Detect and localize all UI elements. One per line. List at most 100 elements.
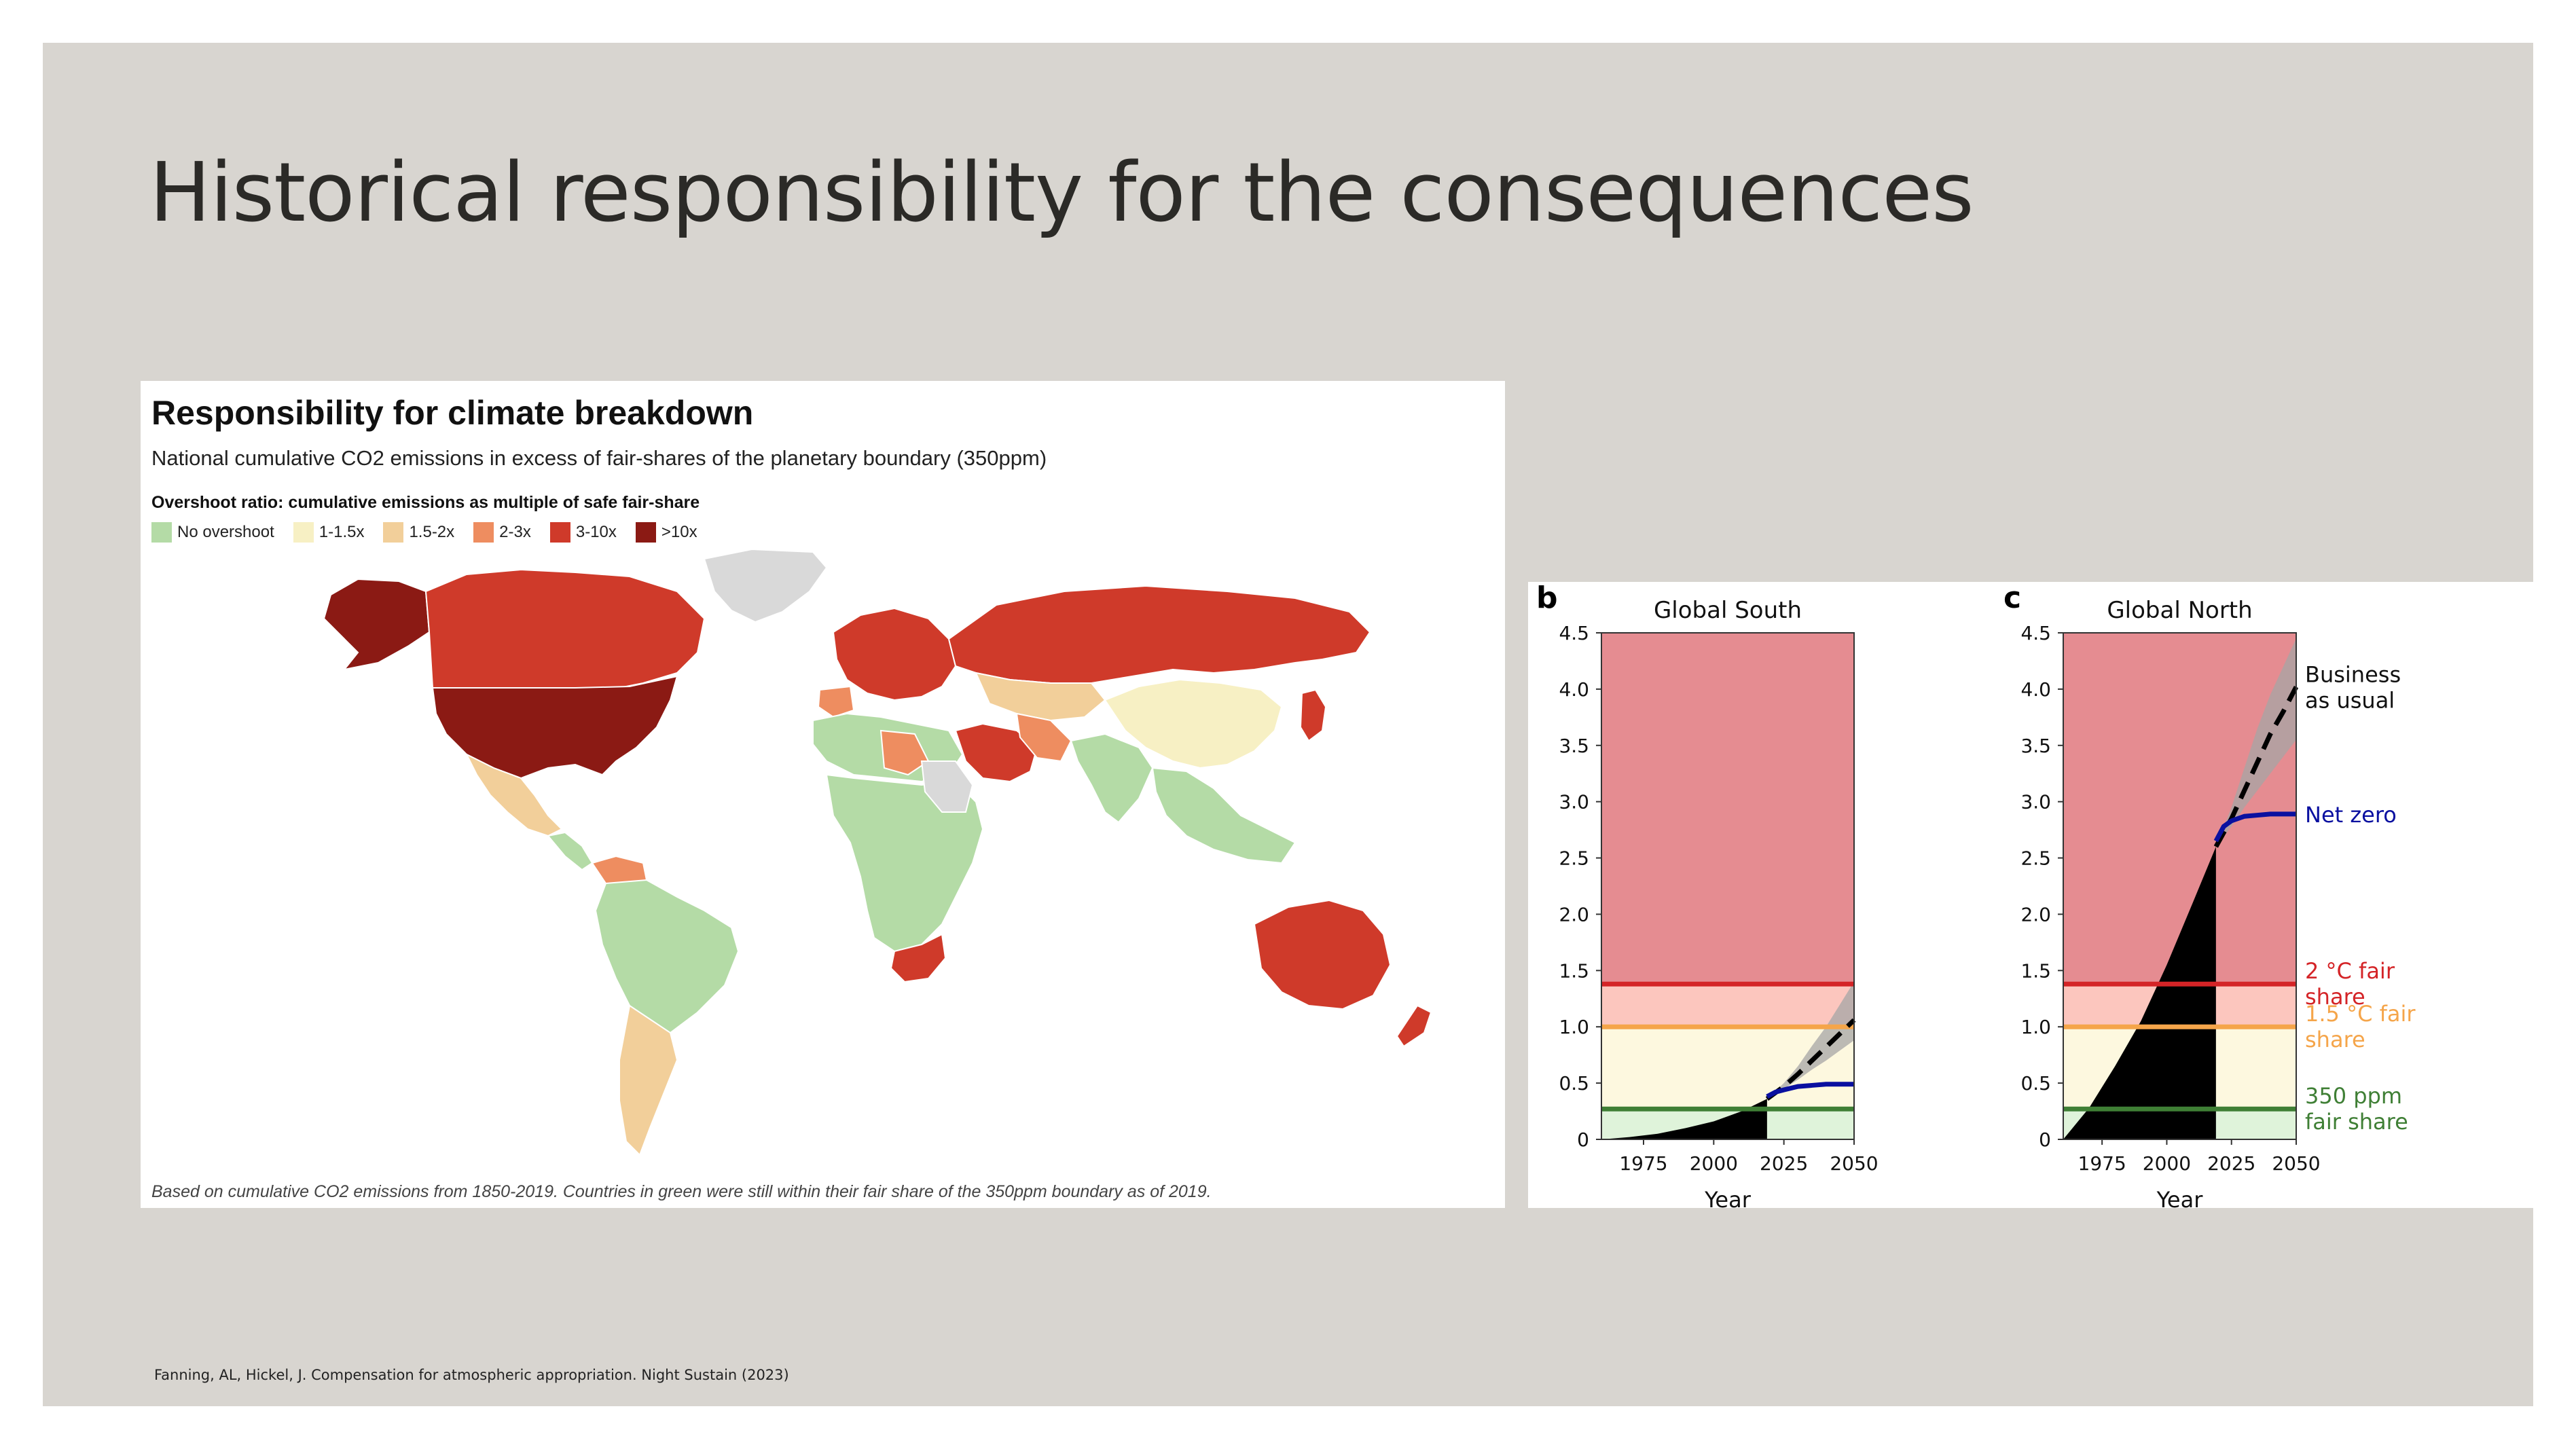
map-figure: Responsibility for climate breakdown Nat…: [141, 381, 1505, 1208]
region-new-zealand: [1396, 1004, 1432, 1048]
y-tick-label: 4.0: [2020, 678, 2051, 701]
region-south-africa: [890, 933, 947, 983]
region-china: [1104, 678, 1283, 769]
legend-label: 1.5-2x: [409, 523, 455, 541]
region-central-america: [547, 831, 594, 871]
panel-letter: c: [2003, 582, 2021, 615]
region-southeast-asia: [1151, 767, 1296, 864]
map-caption: Based on cumulative CO2 emissions from 1…: [151, 1182, 1212, 1201]
x-tick-label: 2000: [2143, 1152, 2191, 1175]
threshold-label: share: [2305, 984, 2365, 1010]
legend-item-over-10x: >10x: [635, 522, 697, 543]
legend-label: 1-1.5x: [319, 523, 365, 541]
bau-uncertainty-band: [2215, 638, 2296, 847]
legend-item-no-overshoot: No overshoot: [151, 522, 274, 543]
y-tick-label: 1.5: [2020, 959, 2051, 982]
x-tick-label: 2050: [2272, 1152, 2320, 1175]
y-tick-label: 1.0: [1559, 1016, 1589, 1038]
region-australia: [1253, 899, 1392, 1010]
net-zero-label: Net zero: [2305, 802, 2397, 828]
business-as-usual-line: [1765, 1018, 1856, 1101]
historical-emissions-area: [1601, 1099, 1767, 1139]
region-middle-east: [954, 722, 1038, 783]
bau-uncertainty-band: [1766, 981, 1854, 1099]
bau-label: as usual: [2305, 688, 2395, 714]
legend-label: 2-3x: [499, 523, 531, 541]
legend-label: No overshoot: [177, 523, 274, 541]
y-tick-label: 3.5: [2020, 735, 2051, 757]
panel-letter: b: [1536, 582, 1558, 615]
region-europe: [832, 607, 957, 701]
legend-label: 3-10x: [575, 523, 617, 541]
region-alaska: [323, 578, 431, 671]
y-tick-label: 4.0: [1559, 678, 1589, 701]
threshold-label: fair share: [2305, 1109, 2408, 1135]
legend-swatch: [293, 522, 314, 543]
threshold-label: 350 ppm: [2305, 1083, 2402, 1109]
x-tick-label: 1975: [2078, 1152, 2126, 1175]
region-southern-cone: [619, 1004, 678, 1156]
x-tick-label: 2025: [1760, 1152, 1808, 1175]
y-tick-label: 2.5: [1559, 847, 1589, 870]
threshold-band: [1601, 633, 1854, 985]
legend-swatch: [383, 522, 404, 543]
y-tick-label: 0: [2039, 1129, 2051, 1151]
legend-item-1.5-2x: 1.5-2x: [383, 522, 454, 543]
emissions-charts: 0 0.5 1.0 1.5 2.0 2.5 3.0 3.5 4.0 4.5 1975 2000 2025…: [1528, 582, 2533, 1208]
x-tick-label: 1975: [1619, 1152, 1667, 1175]
legend-item-1-1.5x: 1-1.5x: [293, 522, 365, 543]
threshold-label: 1.5 °C fair: [2305, 1001, 2416, 1027]
legend-swatch: [635, 522, 656, 543]
region-mexico: [465, 752, 563, 837]
chart-title: Global South: [1654, 597, 1802, 624]
x-tick-label: 2000: [1690, 1152, 1738, 1175]
y-tick-label: 2.5: [2020, 847, 2051, 870]
region-usa: [431, 675, 678, 779]
net-zero-line: [2213, 811, 2296, 843]
region-south-america: [594, 879, 740, 1033]
net-zero-line: [1766, 1082, 1854, 1099]
y-tick-label: 4.5: [2020, 622, 2051, 644]
y-tick-label: 4.5: [1559, 622, 1589, 644]
historical-emissions-area: [2063, 846, 2216, 1139]
legend-item-3-10x: 3-10x: [549, 522, 617, 543]
legend-title: Overshoot ratio: cumulative emissions as…: [151, 493, 700, 512]
y-tick-label: 0.5: [1559, 1072, 1589, 1095]
region-japan: [1299, 689, 1327, 742]
y-tick-label: 0: [1577, 1129, 1589, 1151]
legend-swatch: [549, 522, 570, 543]
x-axis-label: Year: [2156, 1187, 2204, 1208]
region-greenland: [703, 548, 828, 623]
region-iberia: [817, 685, 855, 718]
world-map: [323, 548, 1432, 1156]
plot-frame: [1601, 632, 1855, 1140]
legend-swatch: [151, 522, 172, 543]
region-south-asia: [1070, 733, 1154, 824]
slide: Historical responsibility for the conseq…: [43, 43, 2533, 1406]
emissions-charts-svg: 0 0.5 1.0 1.5 2.0 2.5 3.0 3.5 4.0 4.5 1975 2000 2025…: [1536, 582, 2416, 1208]
y-tick-label: 2.0: [2020, 903, 2051, 925]
y-tick-label: 3.0: [2020, 791, 2051, 813]
map-title: Responsibility for climate breakdown: [151, 394, 754, 432]
region-central-asia: [975, 672, 1106, 722]
region-iran: [1015, 712, 1072, 763]
x-axis-label: Year: [1704, 1187, 1752, 1208]
threshold-band: [1601, 1027, 1854, 1109]
legend-swatch: [473, 522, 494, 543]
x-tick-label: 2025: [2207, 1152, 2255, 1175]
threshold-label: 2 °C fair: [2305, 958, 2395, 984]
y-tick-label: 1.0: [2020, 1016, 2051, 1038]
y-tick-label: 2.0: [1559, 903, 1589, 925]
bau-label: Business: [2305, 662, 2401, 688]
legend-item-2-3x: 2-3x: [473, 522, 531, 543]
y-tick-label: 3.5: [1559, 735, 1589, 757]
y-tick-label: 1.5: [1559, 959, 1589, 982]
y-tick-label: 0.5: [2020, 1072, 2051, 1095]
region-canada: [424, 568, 706, 691]
region-russia: [947, 585, 1371, 684]
chart-title: Global North: [2107, 597, 2252, 624]
map-subtitle: National cumulative CO2 emissions in exc…: [151, 446, 1047, 470]
region-east-africa-nodata: [920, 760, 974, 813]
x-tick-label: 2050: [1830, 1152, 1878, 1175]
region-libya: [879, 729, 930, 776]
